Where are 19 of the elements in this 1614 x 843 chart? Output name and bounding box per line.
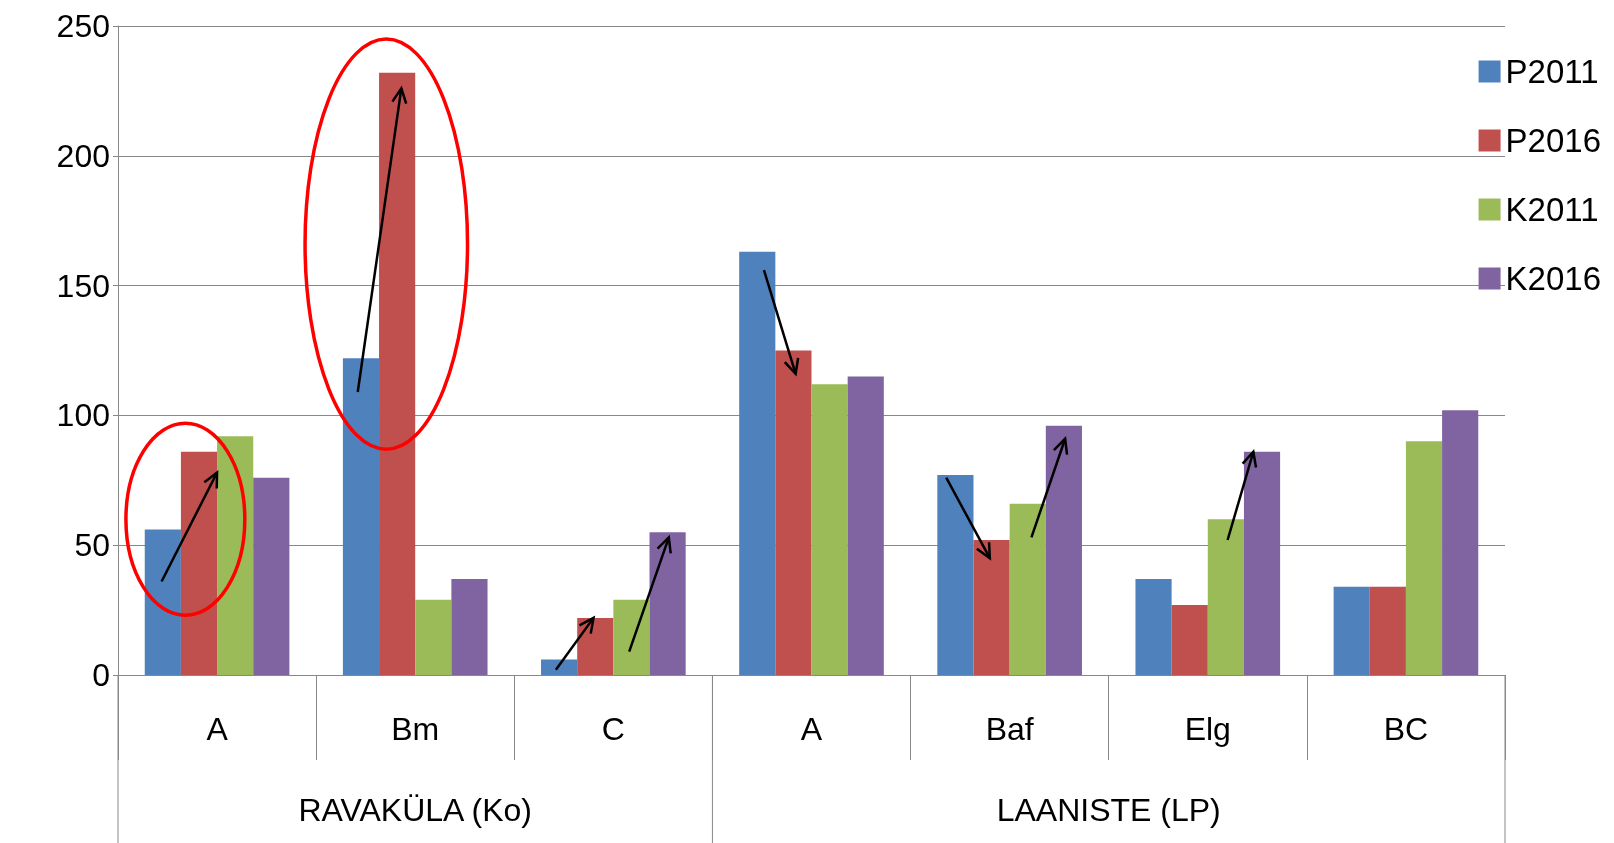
x-tick-label: A bbox=[800, 711, 823, 747]
x-tick-label: C bbox=[601, 711, 625, 747]
x-tick-label: A bbox=[206, 711, 229, 747]
x-tick-label: Bm bbox=[391, 711, 440, 747]
y-tick-label: 150 bbox=[56, 267, 110, 304]
text: LAANISTE (LP) bbox=[996, 792, 1221, 829]
legend-label: P2011 bbox=[1505, 53, 1599, 90]
y-tick-label: 0 bbox=[92, 657, 110, 693]
y-tick-label: 100 bbox=[56, 397, 110, 434]
legend-label: K2011 bbox=[1505, 191, 1599, 228]
text: RAVAKÜLA (Ko) bbox=[298, 792, 532, 829]
x-tick-label: Baf bbox=[985, 711, 1034, 747]
x-tick-label: Elg bbox=[1184, 711, 1231, 747]
x-tick-label: BC bbox=[1383, 711, 1429, 747]
y-tick-label: 250 bbox=[56, 8, 110, 44]
y-tick-label: 200 bbox=[56, 137, 110, 174]
legend-label: K2016 bbox=[1505, 260, 1602, 297]
y-tick-label: 50 bbox=[74, 527, 110, 564]
legend-label: P2016 bbox=[1505, 122, 1602, 159]
